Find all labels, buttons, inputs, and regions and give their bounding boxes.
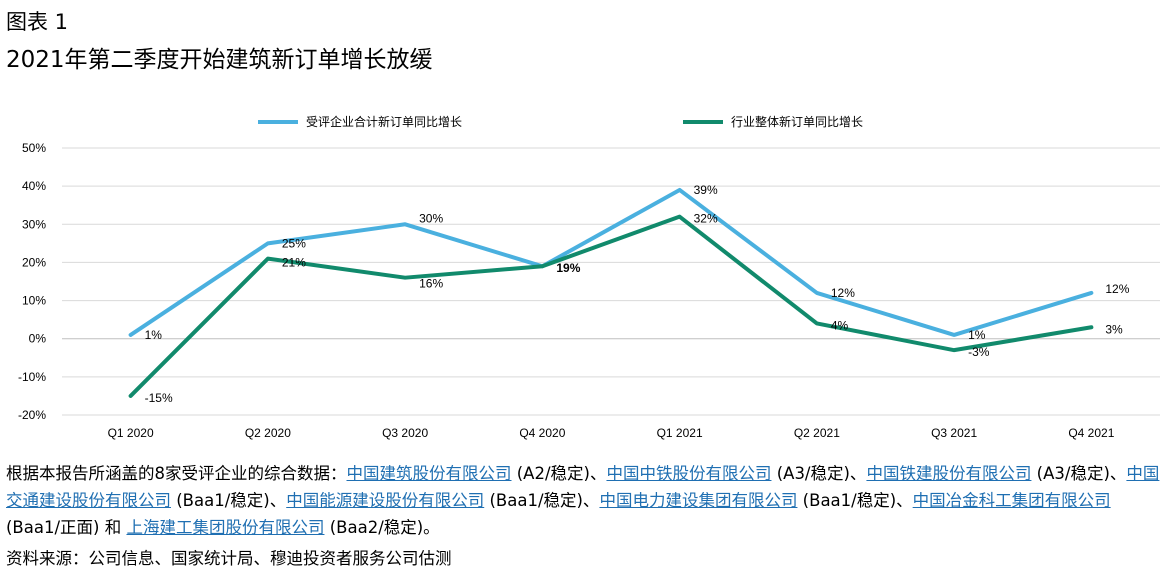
data-label: 1%	[145, 328, 163, 342]
data-label: -15%	[145, 391, 173, 405]
y-tick-label: -10%	[18, 370, 46, 384]
company-rating: (A2/稳定)、	[511, 464, 607, 483]
y-tick-label: 20%	[22, 255, 46, 269]
note-prefix: 根据本报告所涵盖的8家受评企业的综合数据：	[6, 464, 347, 483]
company-link[interactable]: 中国中铁股份有限公司	[606, 464, 772, 483]
x-tick-label: Q4 2021	[1068, 426, 1114, 440]
x-tick-label: Q1 2020	[108, 426, 154, 440]
data-label: -3%	[968, 345, 990, 359]
company-link[interactable]: 中国交通建设股份有限公司	[6, 464, 1160, 510]
y-tick-label: 40%	[22, 179, 46, 193]
data-label: 32%	[694, 212, 718, 226]
company-rating: (Baa1/稳定)、	[171, 491, 287, 510]
company-link[interactable]: 中国电力建设集团有限公司	[599, 491, 798, 510]
x-tick-label: Q4 2020	[519, 426, 565, 440]
data-label: 3%	[1105, 322, 1123, 336]
series-line-1	[128, 187, 1094, 337]
y-tick-label: 0%	[29, 332, 47, 346]
data-label: 25%	[282, 236, 306, 250]
data-label: 1%	[968, 328, 986, 342]
company-rating: (Baa1/稳定)、	[484, 491, 600, 510]
company-link[interactable]: 中国能源建设股份有限公司	[286, 491, 485, 510]
company-rating: (A3/稳定)、	[771, 464, 867, 483]
y-tick-label: 50%	[22, 141, 46, 155]
company-rating: (Baa1/稳定)、	[797, 491, 913, 510]
x-tick-label: Q2 2021	[794, 426, 840, 440]
data-label: 19%	[556, 261, 580, 275]
company-link[interactable]: 中国建筑股份有限公司	[346, 464, 512, 483]
x-tick-label: Q3 2020	[382, 426, 428, 440]
company-link[interactable]: 上海建工集团股份有限公司	[126, 518, 325, 537]
data-label: 12%	[1105, 282, 1129, 296]
company-link[interactable]: 中国铁建股份有限公司	[866, 464, 1032, 483]
y-tick-label: 30%	[22, 217, 46, 231]
company-rating: (Baa2/稳定)。	[324, 518, 440, 537]
data-label: 16%	[419, 277, 443, 291]
x-tick-label: Q1 2021	[657, 426, 703, 440]
company-link[interactable]: 中国冶金科工集团有限公司	[912, 491, 1111, 510]
x-tick-label: Q2 2020	[245, 426, 291, 440]
data-label: 39%	[694, 183, 718, 197]
line-chart: -20% -10% 0% 10% 20% 30% 40% 50% Q1 2020 Q2 2020 Q…	[18, 114, 1160, 440]
data-label: 21%	[282, 256, 306, 270]
figure-label: 图表 1	[6, 10, 69, 34]
company-rating: (A3/稳定)、	[1031, 464, 1127, 483]
company-rating: (Baa1/正面) 和	[6, 518, 127, 537]
data-note: 根据本报告所涵盖的8家受评企业的综合数据：中国建筑股份有限公司 (A2/稳定)、…	[6, 460, 1166, 541]
data-label: 4%	[831, 318, 849, 332]
y-tick-label: -20%	[18, 408, 46, 422]
series-line-2	[128, 214, 1094, 398]
chart-title: 2021年第二季度开始建筑新订单增长放缓	[6, 47, 433, 73]
legend-label-2: 行业整体新订单同比增长	[731, 114, 863, 129]
source-note: 资料来源：公司信息、国家统计局、穆迪投资者服务公司估测	[6, 549, 452, 568]
legend-label-1: 受评企业合计新订单同比增长	[306, 114, 462, 129]
data-label: 30%	[419, 211, 443, 225]
y-tick-label: 10%	[22, 294, 46, 308]
x-tick-label: Q3 2021	[931, 426, 977, 440]
data-label: 12%	[831, 286, 855, 300]
